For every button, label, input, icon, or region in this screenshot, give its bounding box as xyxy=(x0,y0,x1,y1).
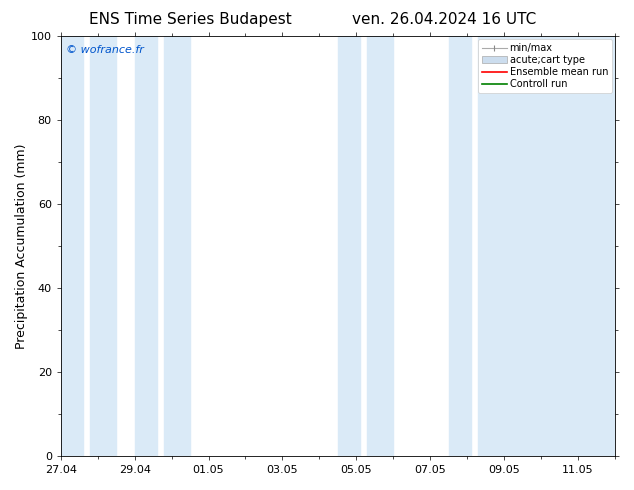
Bar xyxy=(449,36,471,456)
Bar xyxy=(367,36,393,456)
Text: © wofrance.fr: © wofrance.fr xyxy=(67,45,144,55)
Bar xyxy=(164,36,190,456)
Legend: min/max, acute;cart type, Ensemble mean run, Controll run: min/max, acute;cart type, Ensemble mean … xyxy=(479,39,612,93)
Bar xyxy=(134,36,157,456)
Bar xyxy=(91,36,116,456)
Text: ENS Time Series Budapest: ENS Time Series Budapest xyxy=(89,12,292,27)
Bar xyxy=(61,36,83,456)
Bar xyxy=(478,36,615,456)
Text: ven. 26.04.2024 16 UTC: ven. 26.04.2024 16 UTC xyxy=(352,12,536,27)
Y-axis label: Precipitation Accumulation (mm): Precipitation Accumulation (mm) xyxy=(15,144,28,349)
Bar xyxy=(338,36,360,456)
